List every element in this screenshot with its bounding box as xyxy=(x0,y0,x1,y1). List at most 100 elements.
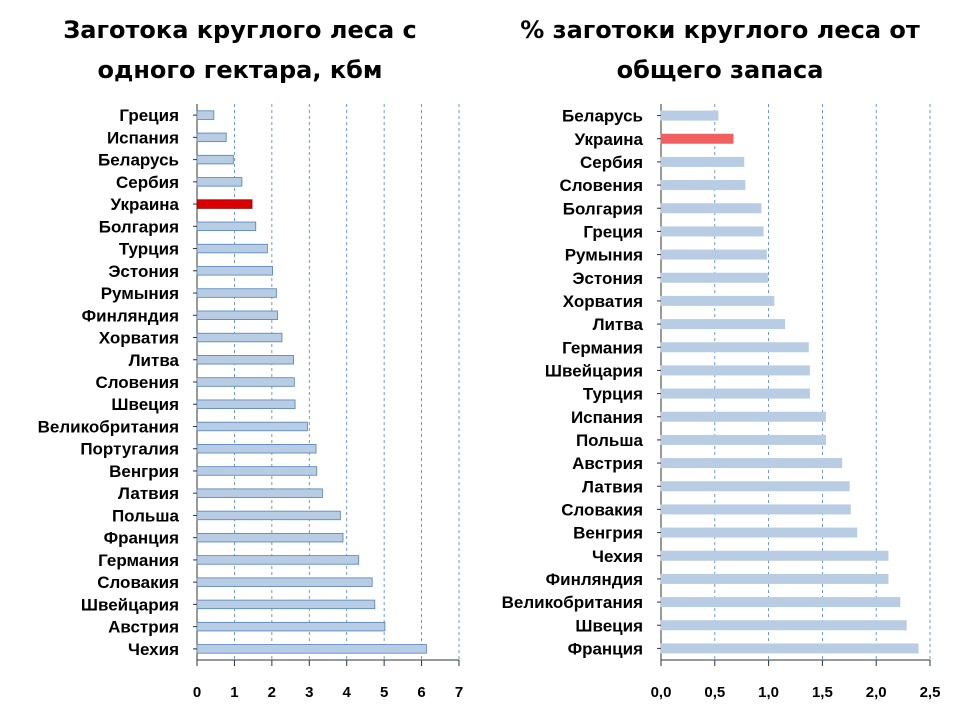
right-bar xyxy=(660,272,768,283)
right-chart-title: % заготоки круглого леса от общего запас… xyxy=(520,16,920,84)
left-category-label: Швеция xyxy=(111,395,179,414)
left-bar xyxy=(196,555,360,565)
left-category-label: Хорватия xyxy=(99,329,179,348)
left-category-label: Германия xyxy=(98,551,179,570)
left-bar xyxy=(196,421,308,432)
left-category-label: Испания xyxy=(107,128,179,147)
left-bar xyxy=(196,444,317,454)
left-tick-label: 1 xyxy=(230,684,238,701)
right-bar xyxy=(660,504,851,515)
right-category-label: Словакия xyxy=(561,500,643,519)
right-category-label: Сербия xyxy=(580,153,643,172)
right-category-label: Франция xyxy=(568,639,643,658)
left-tick-label: 7 xyxy=(455,684,463,701)
left-category-label: Литва xyxy=(129,351,180,370)
right-bar xyxy=(660,550,889,561)
left-bar xyxy=(196,154,234,165)
right-bar xyxy=(660,249,767,260)
right-category-label: Великобритания xyxy=(502,593,643,612)
right-bar xyxy=(660,411,827,422)
right-category-label: Словения xyxy=(559,176,643,195)
left-bar xyxy=(196,510,341,521)
left-tick-label: 2 xyxy=(268,684,276,701)
right-bar xyxy=(660,365,810,376)
right-tick-label: 2,0 xyxy=(866,684,887,701)
right-bar xyxy=(660,295,775,306)
left-category-label: Польша xyxy=(112,506,180,525)
left-bar xyxy=(196,199,253,209)
left-category-label: Португалия xyxy=(80,440,179,459)
left-category-label: Венгрия xyxy=(109,462,179,481)
right-bar xyxy=(660,226,764,237)
left-category-label: Эстония xyxy=(108,262,179,281)
left-bar xyxy=(196,243,268,254)
right-bar xyxy=(660,643,919,654)
left-bar xyxy=(196,177,243,187)
left-category-label: Турция xyxy=(119,240,179,259)
right-bar xyxy=(660,458,843,469)
right-bar xyxy=(660,481,850,492)
left-bar xyxy=(196,377,295,387)
left-bar xyxy=(196,355,294,365)
left-category-label: Греция xyxy=(119,106,179,125)
left-tick-label: 5 xyxy=(380,684,388,701)
left-category-label: Словения xyxy=(95,373,179,392)
right-tick-label: 2,5 xyxy=(920,684,941,701)
right-tick-label: 0,5 xyxy=(704,684,725,701)
right-category-label: Латвия xyxy=(582,477,643,496)
right-category-label: Болгария xyxy=(563,199,643,218)
left-bar xyxy=(196,621,386,632)
right-bar xyxy=(660,573,889,584)
left-bar xyxy=(196,466,318,476)
left-bar xyxy=(196,266,274,276)
right-bar xyxy=(660,156,745,167)
right-bar xyxy=(660,597,901,608)
right-bar xyxy=(660,434,827,445)
right-tick-label: 0,0 xyxy=(651,684,672,701)
left-category-label: Великобритания xyxy=(38,417,179,436)
left-bar xyxy=(196,599,376,610)
right-bar xyxy=(660,203,762,214)
right-category-label: Литва xyxy=(593,315,644,334)
left-category-label: Франция xyxy=(104,529,179,548)
left-bar xyxy=(196,399,296,409)
right-category-label: Чехия xyxy=(592,547,643,566)
left-category-label: Болгария xyxy=(99,217,179,236)
left-tick-label: 3 xyxy=(305,684,313,701)
left-category-label: Украина xyxy=(111,195,180,214)
left-bar xyxy=(196,644,427,654)
left-category-label: Австрия xyxy=(108,618,179,637)
right-bar xyxy=(660,319,786,330)
right-bar xyxy=(660,342,809,353)
left-bar xyxy=(196,577,373,587)
left-category-label: Беларусь xyxy=(98,151,179,170)
right-bar xyxy=(660,180,746,191)
left-category-label: Финляндия xyxy=(82,306,179,325)
right-tick-label: 1,5 xyxy=(812,684,833,701)
left-chart-title: Заготока круглого леса с одного гектара,… xyxy=(63,16,417,84)
left-bar xyxy=(196,110,215,120)
right-category-label: Швейцария xyxy=(545,361,643,380)
left-category-label: Чехия xyxy=(128,640,179,659)
left-bar xyxy=(196,288,277,298)
left-category-label: Словакия xyxy=(97,573,179,592)
right-bar xyxy=(660,110,719,121)
left-category-label: Латвия xyxy=(118,484,179,503)
left-category-label: Швейцария xyxy=(81,595,179,614)
right-category-label: Румыния xyxy=(565,246,643,265)
left-bar xyxy=(196,332,283,343)
right-tick-label: 1,0 xyxy=(758,684,779,701)
right-category-label: Германия xyxy=(562,338,643,357)
left-bar xyxy=(196,488,323,498)
right-category-label: Венгрия xyxy=(573,524,643,543)
right-category-label: Хорватия xyxy=(563,292,643,311)
left-bar xyxy=(196,310,278,320)
right-bar xyxy=(660,620,907,631)
right-bar xyxy=(660,527,858,538)
left-tick-label: 4 xyxy=(343,684,352,701)
right-category-label: Беларусь xyxy=(562,107,643,126)
right-category-label: Греция xyxy=(583,222,643,241)
right-category-label: Австрия xyxy=(572,454,643,473)
right-category-label: Турция xyxy=(583,385,643,404)
